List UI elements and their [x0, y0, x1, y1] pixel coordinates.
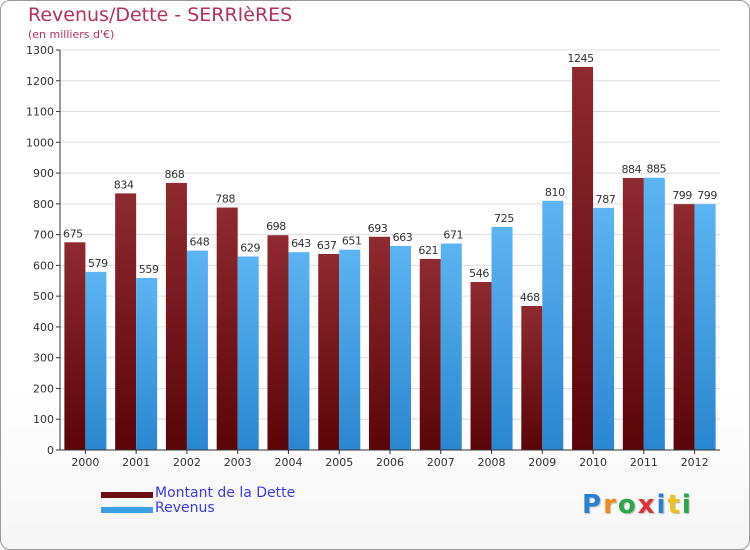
bar-dette-2010 — [572, 66, 594, 450]
bar-dette-2006 — [369, 236, 390, 450]
y-tick-label: 0 — [47, 444, 54, 457]
y-tick-label: 800 — [33, 198, 54, 211]
bar-dette-2004 — [267, 235, 289, 450]
logo-letter: x — [637, 490, 657, 520]
axes: 0 100 200 300 400 500 600 700 800 900 1000 1100 1200… — [26, 44, 720, 469]
data-label-revenus-2006: 663 — [393, 231, 413, 244]
x-tick-label-2001: 2001 — [122, 456, 150, 469]
y-tick-label: 100 — [33, 413, 54, 426]
y-tick-label: 400 — [33, 321, 54, 334]
bar-dette-2011 — [622, 178, 644, 450]
y-tick-label: 1300 — [26, 44, 54, 57]
logo-letter: o — [617, 490, 638, 520]
data-label-dette-2008: 546 — [469, 267, 489, 280]
y-tick-label: 200 — [33, 382, 54, 395]
data-label-dette-2004: 698 — [266, 220, 286, 233]
data-label-revenus-2000: 579 — [88, 257, 108, 270]
y-tick-label: 1000 — [26, 136, 54, 149]
data-label-dette-2006: 693 — [368, 222, 388, 235]
data-label-revenus-2007: 671 — [443, 229, 463, 242]
logo-letter: i — [681, 490, 693, 520]
data-label-dette-2009: 468 — [520, 291, 540, 304]
data-label-dette-2003: 788 — [215, 193, 235, 206]
data-label-revenus-2012: 799 — [697, 189, 717, 202]
bar-dette-2012 — [673, 204, 695, 450]
data-label-dette-2011: 884 — [621, 163, 641, 176]
bar-dette-2008 — [470, 282, 492, 450]
bar-dette-2005 — [318, 254, 340, 450]
legend-swatch-dette — [101, 492, 153, 498]
data-label-revenus-2010: 787 — [596, 193, 616, 206]
y-tick-label: 700 — [33, 229, 54, 242]
data-label-revenus-2003: 629 — [240, 241, 260, 254]
bar-revenus-2007 — [440, 243, 462, 450]
bar-dette-2003 — [216, 207, 238, 450]
y-tick-label: 1200 — [26, 75, 54, 88]
bar-dette-2007 — [419, 258, 441, 450]
logo-letter: t — [667, 490, 682, 520]
legend-swatch-revenus — [101, 507, 153, 513]
y-tick-label: 500 — [33, 290, 54, 303]
x-tick-label-2009: 2009 — [528, 456, 556, 469]
bar-revenus-2011 — [643, 177, 665, 450]
data-label-dette-2007: 621 — [418, 244, 438, 257]
x-tick-label-2004: 2004 — [274, 456, 302, 469]
data-label-dette-2012: 799 — [672, 189, 692, 202]
logo-letter: r — [603, 490, 618, 520]
bar-revenus-2001 — [136, 278, 158, 450]
y-tick-label: 300 — [33, 352, 54, 365]
bars — [64, 66, 716, 450]
x-tick-label-2002: 2002 — [173, 456, 201, 469]
bar-revenus-2005 — [339, 249, 361, 450]
bar-revenus-2003 — [237, 256, 259, 450]
page-subtitle: (en milliers d'€) — [28, 28, 115, 41]
bar-revenus-2004 — [288, 252, 310, 450]
x-tick-label-2012: 2012 — [681, 456, 709, 469]
data-label-dette-2000: 675 — [63, 227, 83, 240]
bar-dette-2009 — [521, 306, 543, 450]
x-tick-label-2007: 2007 — [427, 456, 455, 469]
x-tick-label-2005: 2005 — [325, 456, 353, 469]
data-label-revenus-2002: 648 — [190, 236, 210, 249]
x-tick-label-2010: 2010 — [579, 456, 607, 469]
data-label-revenus-2008: 725 — [494, 212, 514, 225]
bar-revenus-2009 — [542, 200, 564, 450]
x-tick-label-2000: 2000 — [71, 456, 99, 469]
bar-revenus-2008 — [491, 226, 513, 450]
bar-dette-2000 — [64, 242, 86, 450]
bar-dette-2002 — [165, 182, 187, 450]
bar-revenus-2002 — [186, 250, 208, 450]
bar-revenus-2010 — [593, 207, 615, 450]
page-title: Revenus/Dette - SERRIèRES — [28, 4, 293, 26]
y-tick-label: 1100 — [26, 106, 54, 119]
x-tick-label-2006: 2006 — [376, 456, 404, 469]
data-label-revenus-2005: 651 — [342, 235, 362, 248]
data-label-dette-2010: 1245 — [567, 52, 594, 65]
proxiti-logo: Proxiti — [582, 490, 693, 520]
bar-revenus-2006 — [390, 246, 411, 450]
y-tick-label: 600 — [33, 259, 54, 272]
y-tick-label: 900 — [33, 167, 54, 180]
data-label-dette-2002: 868 — [165, 168, 185, 181]
data-label-revenus-2009: 810 — [545, 186, 565, 199]
data-labels: 675 579 834 559 868 648 788 629 698 643 637 651 693 6… — [63, 52, 718, 304]
logo-letter: P — [582, 490, 604, 520]
legend-label-dette: Montant de la Dette — [155, 485, 296, 501]
data-label-revenus-2004: 643 — [291, 237, 311, 250]
data-label-dette-2001: 834 — [114, 178, 134, 191]
legend-label-revenus: Revenus — [155, 500, 215, 516]
x-tick-label-2011: 2011 — [630, 456, 658, 469]
bar-revenus-2000 — [85, 271, 107, 450]
data-label-dette-2005: 637 — [317, 239, 337, 252]
x-tick-label-2008: 2008 — [478, 456, 506, 469]
data-label-revenus-2001: 559 — [139, 263, 159, 276]
bar-dette-2001 — [115, 193, 137, 450]
logo-letter: i — [656, 490, 668, 520]
bar-revenus-2012 — [694, 204, 716, 450]
data-label-revenus-2011: 885 — [646, 163, 666, 176]
x-tick-label-2003: 2003 — [224, 456, 252, 469]
